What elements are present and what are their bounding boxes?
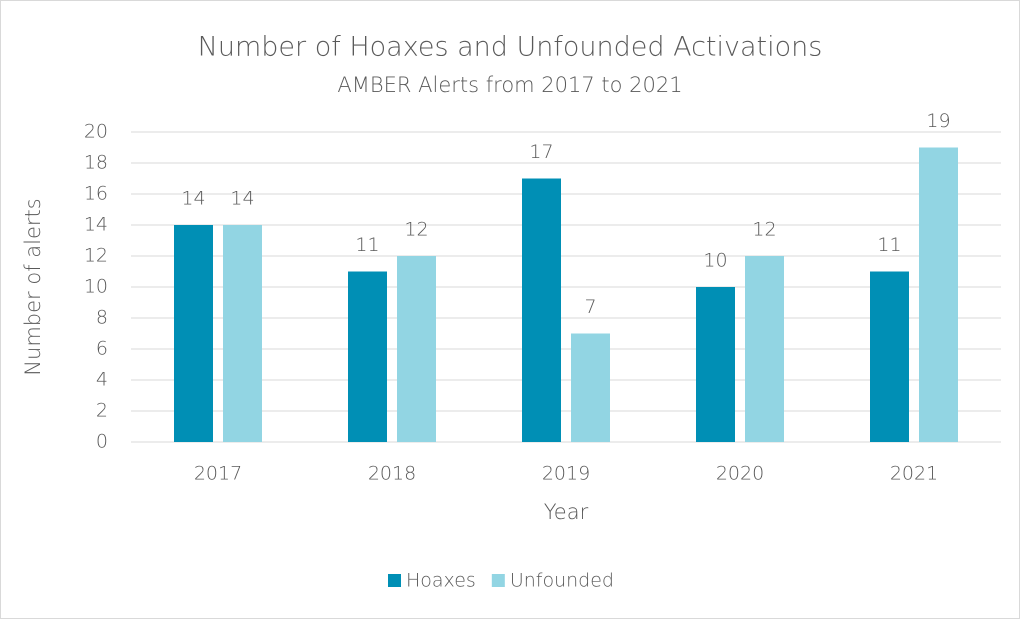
y-tick-label: 6 bbox=[96, 338, 108, 360]
y-tick-label: 18 bbox=[84, 152, 108, 174]
x-tick-label: 2021 bbox=[890, 463, 938, 485]
legend-swatch bbox=[491, 574, 505, 587]
y-tick-label: 2 bbox=[96, 400, 108, 422]
y-tick-label: 12 bbox=[84, 245, 108, 267]
chart-title: Number of Hoaxes and Unfounded Activatio… bbox=[198, 32, 823, 63]
y-tick-label: 0 bbox=[96, 431, 108, 453]
x-axis-label: Year bbox=[544, 500, 589, 524]
x-tick-label: 2017 bbox=[194, 463, 242, 485]
y-tick-label: 4 bbox=[96, 369, 108, 391]
data-label: 14 bbox=[230, 188, 254, 210]
data-label: 11 bbox=[355, 234, 379, 256]
bar bbox=[696, 287, 735, 442]
data-label: 10 bbox=[703, 250, 727, 272]
data-label: 11 bbox=[877, 234, 901, 256]
bar bbox=[745, 256, 784, 442]
legend-swatch bbox=[388, 574, 401, 587]
data-label: 7 bbox=[584, 296, 596, 318]
legend-label: Unfounded bbox=[510, 570, 614, 592]
data-label: 19 bbox=[926, 110, 950, 132]
bar bbox=[174, 225, 213, 442]
legend-label: Hoaxes bbox=[406, 570, 476, 592]
x-tick-label: 2018 bbox=[368, 463, 416, 485]
y-tick-label: 8 bbox=[96, 307, 108, 329]
data-label: 12 bbox=[404, 219, 428, 241]
y-tick-label: 16 bbox=[84, 183, 108, 205]
y-axis-label: Number of alerts bbox=[21, 198, 45, 375]
bar bbox=[522, 178, 561, 442]
bar bbox=[397, 256, 436, 442]
y-tick-label: 10 bbox=[84, 276, 108, 298]
data-label: 12 bbox=[752, 219, 776, 241]
chart-subtitle: AMBER Alerts from 2017 to 2021 bbox=[337, 73, 682, 97]
bar bbox=[919, 147, 958, 442]
data-label: 14 bbox=[181, 188, 205, 210]
x-tick-label: 2019 bbox=[542, 463, 590, 485]
bar bbox=[348, 271, 387, 442]
bar bbox=[870, 271, 909, 442]
y-tick-label: 20 bbox=[84, 121, 108, 143]
y-tick-label: 14 bbox=[84, 214, 108, 236]
x-tick-label: 2020 bbox=[716, 463, 764, 485]
data-label: 17 bbox=[529, 141, 553, 163]
bar bbox=[571, 333, 610, 442]
bar bbox=[223, 225, 262, 442]
